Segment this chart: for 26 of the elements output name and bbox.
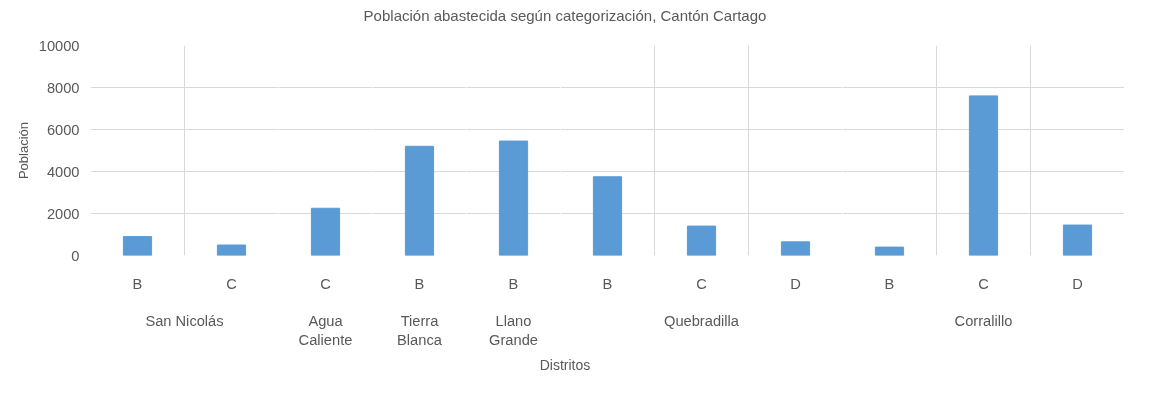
x-axis-title: Corralillo [954, 312, 1013, 329]
x-tick-label: B [884, 275, 895, 292]
x-axis-title: Agua Caliente [298, 312, 353, 348]
text: Distritos [539, 356, 591, 375]
x-axis-title: Llano Grande [489, 312, 538, 348]
x-tick-label: B [132, 275, 143, 292]
y-tick-label: 0 [71, 247, 80, 264]
x-tick-label: C [978, 275, 990, 292]
x-tick-label: C [696, 275, 708, 292]
x-tick-label: B [414, 275, 425, 292]
y-axis-title: Población [15, 121, 31, 180]
x-tick-label: C [226, 275, 238, 292]
y-tick-label: 4000 [46, 163, 80, 180]
x-tick-label: B [508, 275, 519, 292]
y-tick-label: 8000 [46, 79, 80, 96]
y-tick-label: 2000 [46, 205, 80, 222]
x-axis-title: Tierra Blanca [397, 312, 443, 348]
x-axis-title: San Nicolás [145, 312, 224, 329]
x-tick-label: B [602, 275, 613, 292]
text: Población abastecida según categorización, Cantón Cartago [363, 6, 767, 26]
y-tick-label: 10000 [38, 37, 80, 54]
y-tick-label: 6000 [46, 121, 80, 138]
x-tick-label: C [320, 275, 332, 292]
x-tick-label: D [1072, 275, 1083, 292]
x-axis-title: Quebradilla [664, 312, 740, 329]
x-tick-label: D [790, 275, 801, 292]
